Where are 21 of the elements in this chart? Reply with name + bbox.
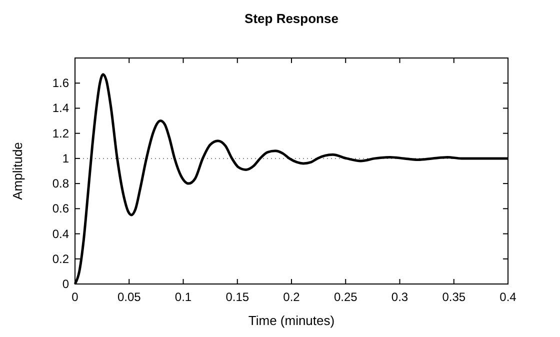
y-tick-label: 0.8 (52, 176, 70, 191)
x-tick-label: 0.3 (391, 290, 408, 304)
chart-title: Step Response (244, 11, 338, 26)
y-tick-label: 0.6 (52, 202, 70, 216)
x-axis-title: Time (minutes) (248, 313, 335, 328)
y-axis-title: Amplitude (10, 142, 25, 200)
x-tick-label: 0.05 (117, 290, 142, 304)
y-tick-label: 0.4 (52, 226, 70, 241)
x-tick-label: 0.35 (442, 290, 466, 304)
y-tick-label: 1 (62, 151, 70, 166)
x-tick-label: 0.2 (283, 290, 300, 304)
y-tick-label: 0.2 (52, 252, 70, 266)
y-tick-label: 1.6 (52, 76, 70, 90)
y-tick-label: 0 (62, 277, 70, 291)
x-tick-label: 0.25 (334, 290, 358, 304)
x-tick-label: 0 (72, 290, 79, 304)
y-tick-label: 1.4 (52, 101, 70, 116)
x-tick-label: 0.1 (174, 290, 192, 304)
x-tick-label: 0.15 (226, 290, 250, 304)
x-tick-label: 0.4 (500, 290, 517, 304)
y-tick-label: 1.2 (52, 126, 70, 140)
